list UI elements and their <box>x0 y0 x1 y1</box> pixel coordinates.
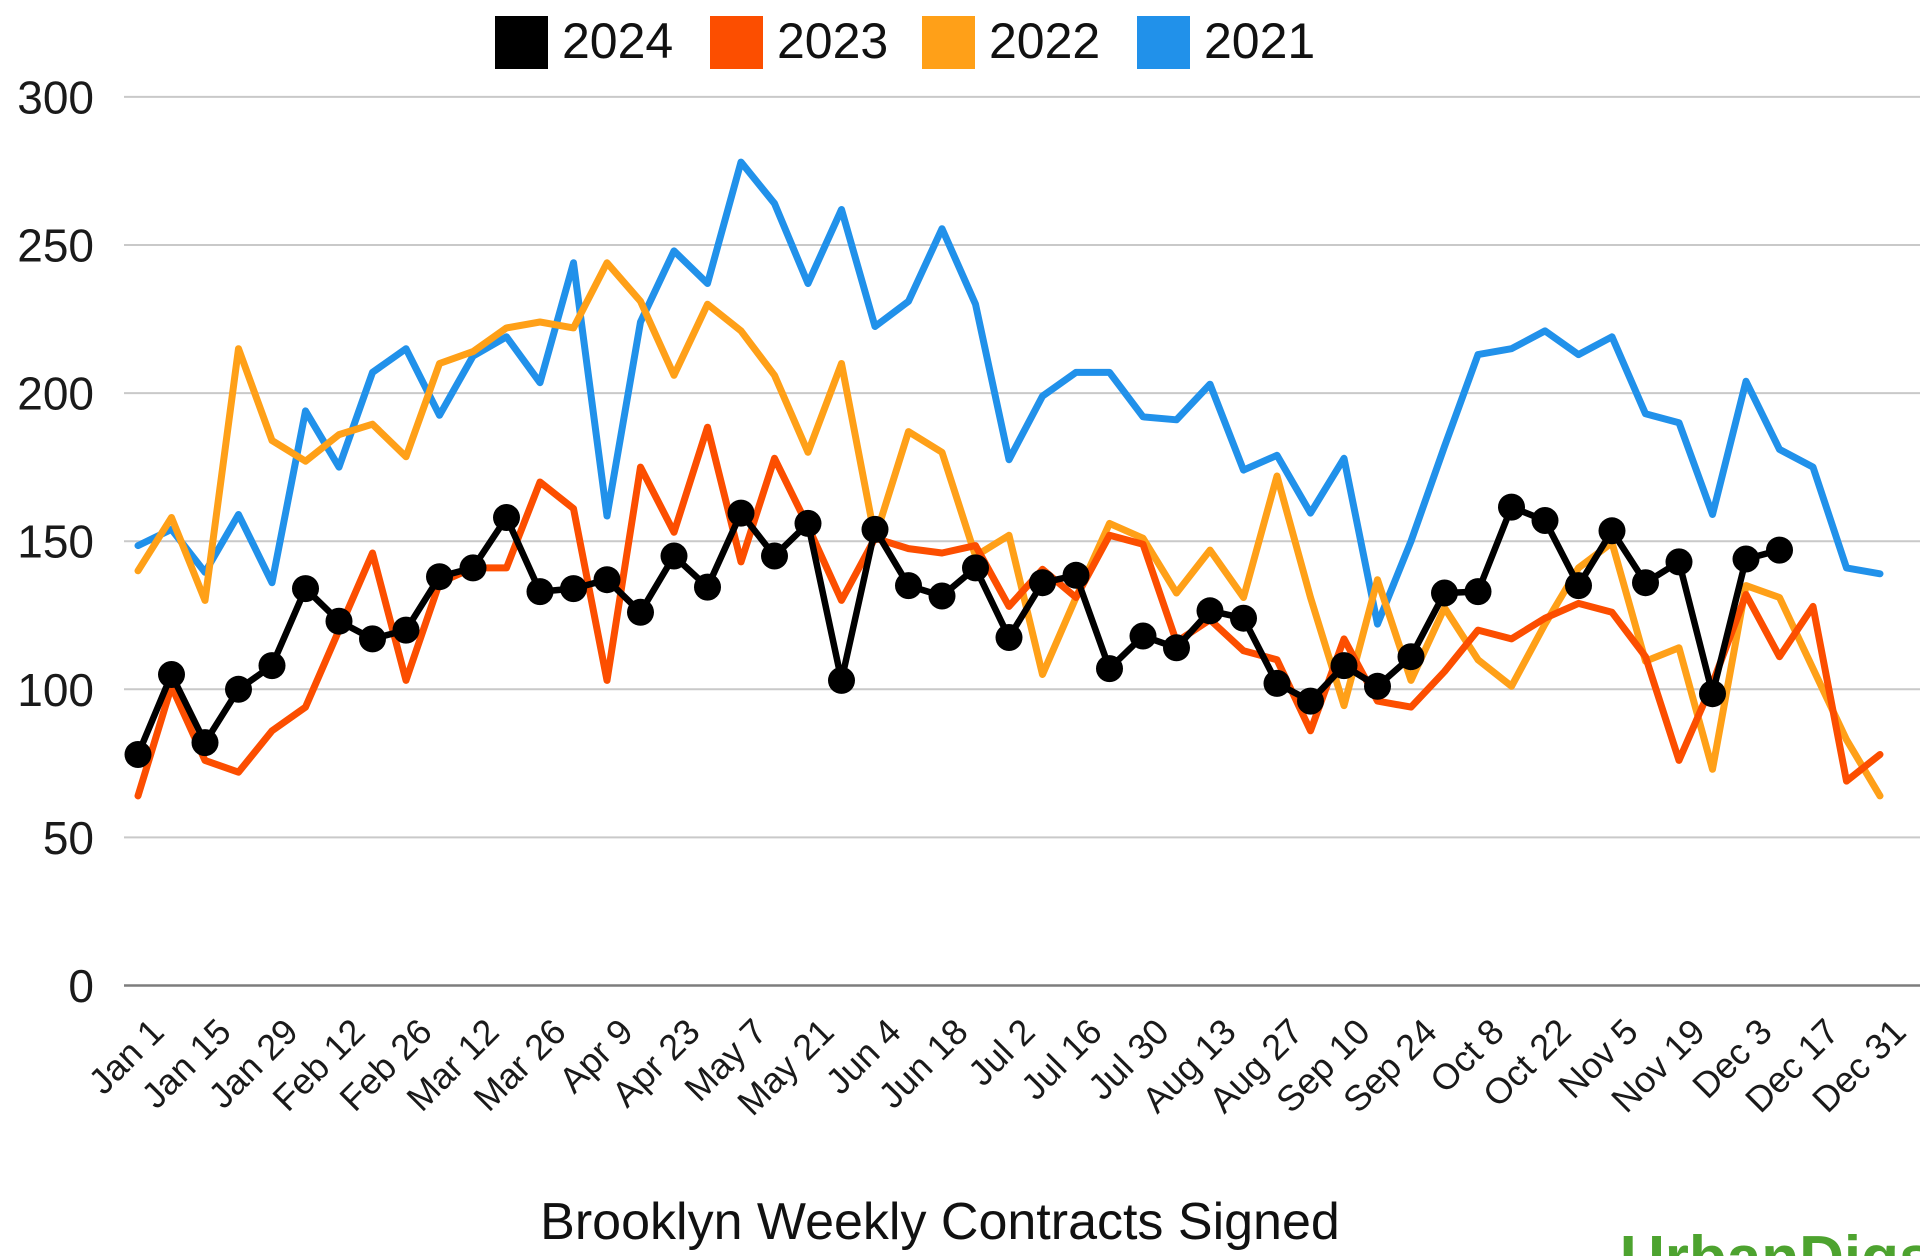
svg-text:2024: 2024 <box>562 13 673 69</box>
svg-text:Brooklyn Weekly Contracts Sign: Brooklyn Weekly Contracts Signed <box>540 1193 1340 1251</box>
svg-text:UrbanDigs: UrbanDigs <box>1620 1224 1920 1256</box>
svg-text:250: 250 <box>17 220 94 272</box>
svg-text:2021: 2021 <box>1204 13 1315 69</box>
svg-text:0: 0 <box>68 960 94 1012</box>
svg-text:50: 50 <box>43 812 94 864</box>
svg-text:150: 150 <box>17 516 94 568</box>
svg-text:2022: 2022 <box>989 13 1100 69</box>
svg-text:300: 300 <box>17 71 94 123</box>
svg-text:100: 100 <box>17 664 94 716</box>
svg-text:2023: 2023 <box>777 13 888 69</box>
svg-text:200: 200 <box>17 368 94 420</box>
